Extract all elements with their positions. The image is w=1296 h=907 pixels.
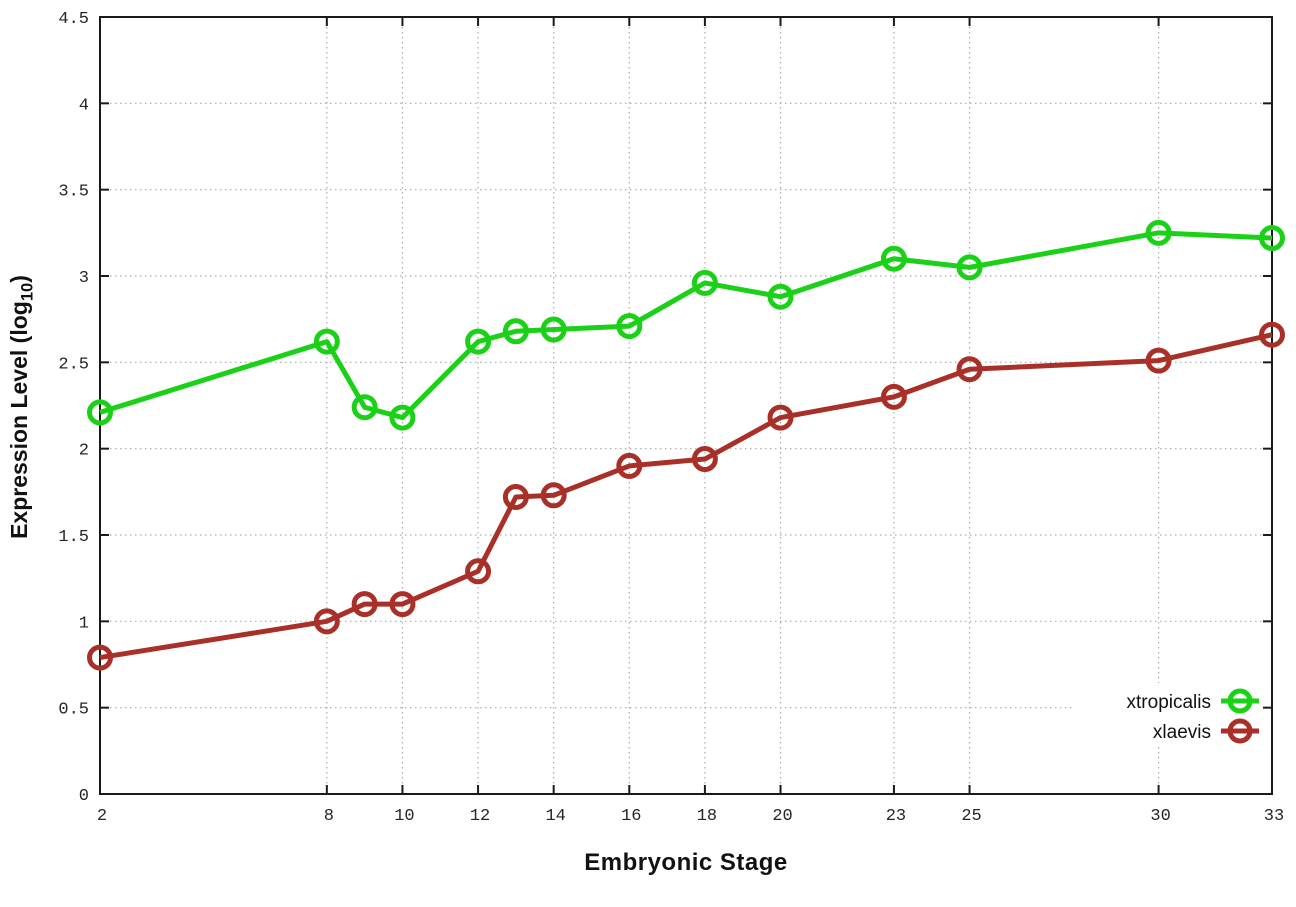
x-tick-label: 2: [97, 807, 107, 826]
data-point-xtropicalis: [616, 313, 643, 340]
data-point-xtropicalis: [313, 328, 340, 355]
legend-label-xtropicalis: xtropicalis: [1127, 692, 1211, 713]
x-tick-label: 18: [697, 807, 717, 826]
data-point-xtropicalis: [540, 316, 567, 343]
data-point-xtropicalis: [389, 404, 416, 431]
y-tick-label: 1: [79, 614, 89, 633]
x-tick-label: 16: [621, 807, 641, 826]
data-point-xtropicalis: [880, 245, 907, 272]
x-tick-label: 12: [470, 807, 490, 826]
plot-border: [99, 16, 1273, 795]
y-tick-label: 1.5: [58, 528, 89, 547]
y-tick-label: 4.5: [58, 10, 89, 29]
data-point-xlaevis: [389, 591, 416, 618]
x-tick-label: 33: [1264, 807, 1284, 826]
data-point-xlaevis: [313, 608, 340, 635]
data-point-xtropicalis: [502, 318, 529, 345]
x-tick-label: 14: [545, 807, 565, 826]
x-tick-label: 25: [961, 807, 981, 826]
y-tick-label: 3.5: [58, 183, 89, 202]
legend-label-xlaevis: xlaevis: [1153, 722, 1211, 743]
y-tick-label: 4: [79, 96, 89, 115]
y-tick-label: 2.5: [58, 355, 89, 374]
legend-marker-xlaevis: [1227, 718, 1253, 744]
y-axis-title-close: ): [6, 275, 32, 283]
x-tick-label: 30: [1150, 807, 1170, 826]
legend-marker-xtropicalis: [1227, 688, 1253, 714]
data-point-xlaevis: [351, 591, 378, 618]
data-point-xlaevis: [880, 383, 907, 410]
x-tick-label: 8: [324, 807, 334, 826]
data-point-xtropicalis: [87, 399, 113, 426]
data-point-xlaevis: [502, 484, 529, 511]
data-point-xlaevis: [1145, 347, 1172, 374]
data-point-xtropicalis: [351, 394, 378, 421]
y-tick-label: 3: [79, 269, 89, 288]
data-point-xlaevis: [767, 404, 794, 431]
data-point-xlaevis: [616, 452, 643, 479]
x-tick-label: 20: [772, 807, 792, 826]
data-point-xtropicalis: [767, 283, 794, 310]
y-tick-label: 2: [79, 442, 89, 461]
data-point-xtropicalis: [1145, 219, 1172, 246]
y-axis-title: Expression Level (log10): [6, 227, 38, 587]
y-tick-label: 0.5: [58, 701, 89, 720]
data-point-xlaevis: [691, 446, 718, 473]
data-point-xlaevis: [956, 356, 983, 383]
y-axis-title-text: Expression Level (log: [6, 301, 32, 539]
data-point-xtropicalis: [956, 254, 983, 281]
data-point-xlaevis: [87, 644, 113, 671]
data-point-xtropicalis: [1259, 225, 1285, 252]
y-axis-title-subscript: 10: [17, 282, 37, 302]
y-tick-label: 0: [79, 787, 89, 806]
data-point-xlaevis: [540, 482, 567, 509]
data-point-xtropicalis: [465, 328, 492, 355]
data-point-xtropicalis: [691, 269, 718, 296]
data-point-xlaevis: [465, 558, 492, 585]
data-point-xlaevis: [1259, 321, 1285, 348]
x-axis-title: Embryonic Stage: [584, 849, 788, 876]
x-tick-label: 10: [394, 807, 414, 826]
x-tick-label: 23: [886, 807, 906, 826]
series-line-xlaevis: [99, 332, 1273, 661]
series-line-xtropicalis: [99, 230, 1273, 421]
